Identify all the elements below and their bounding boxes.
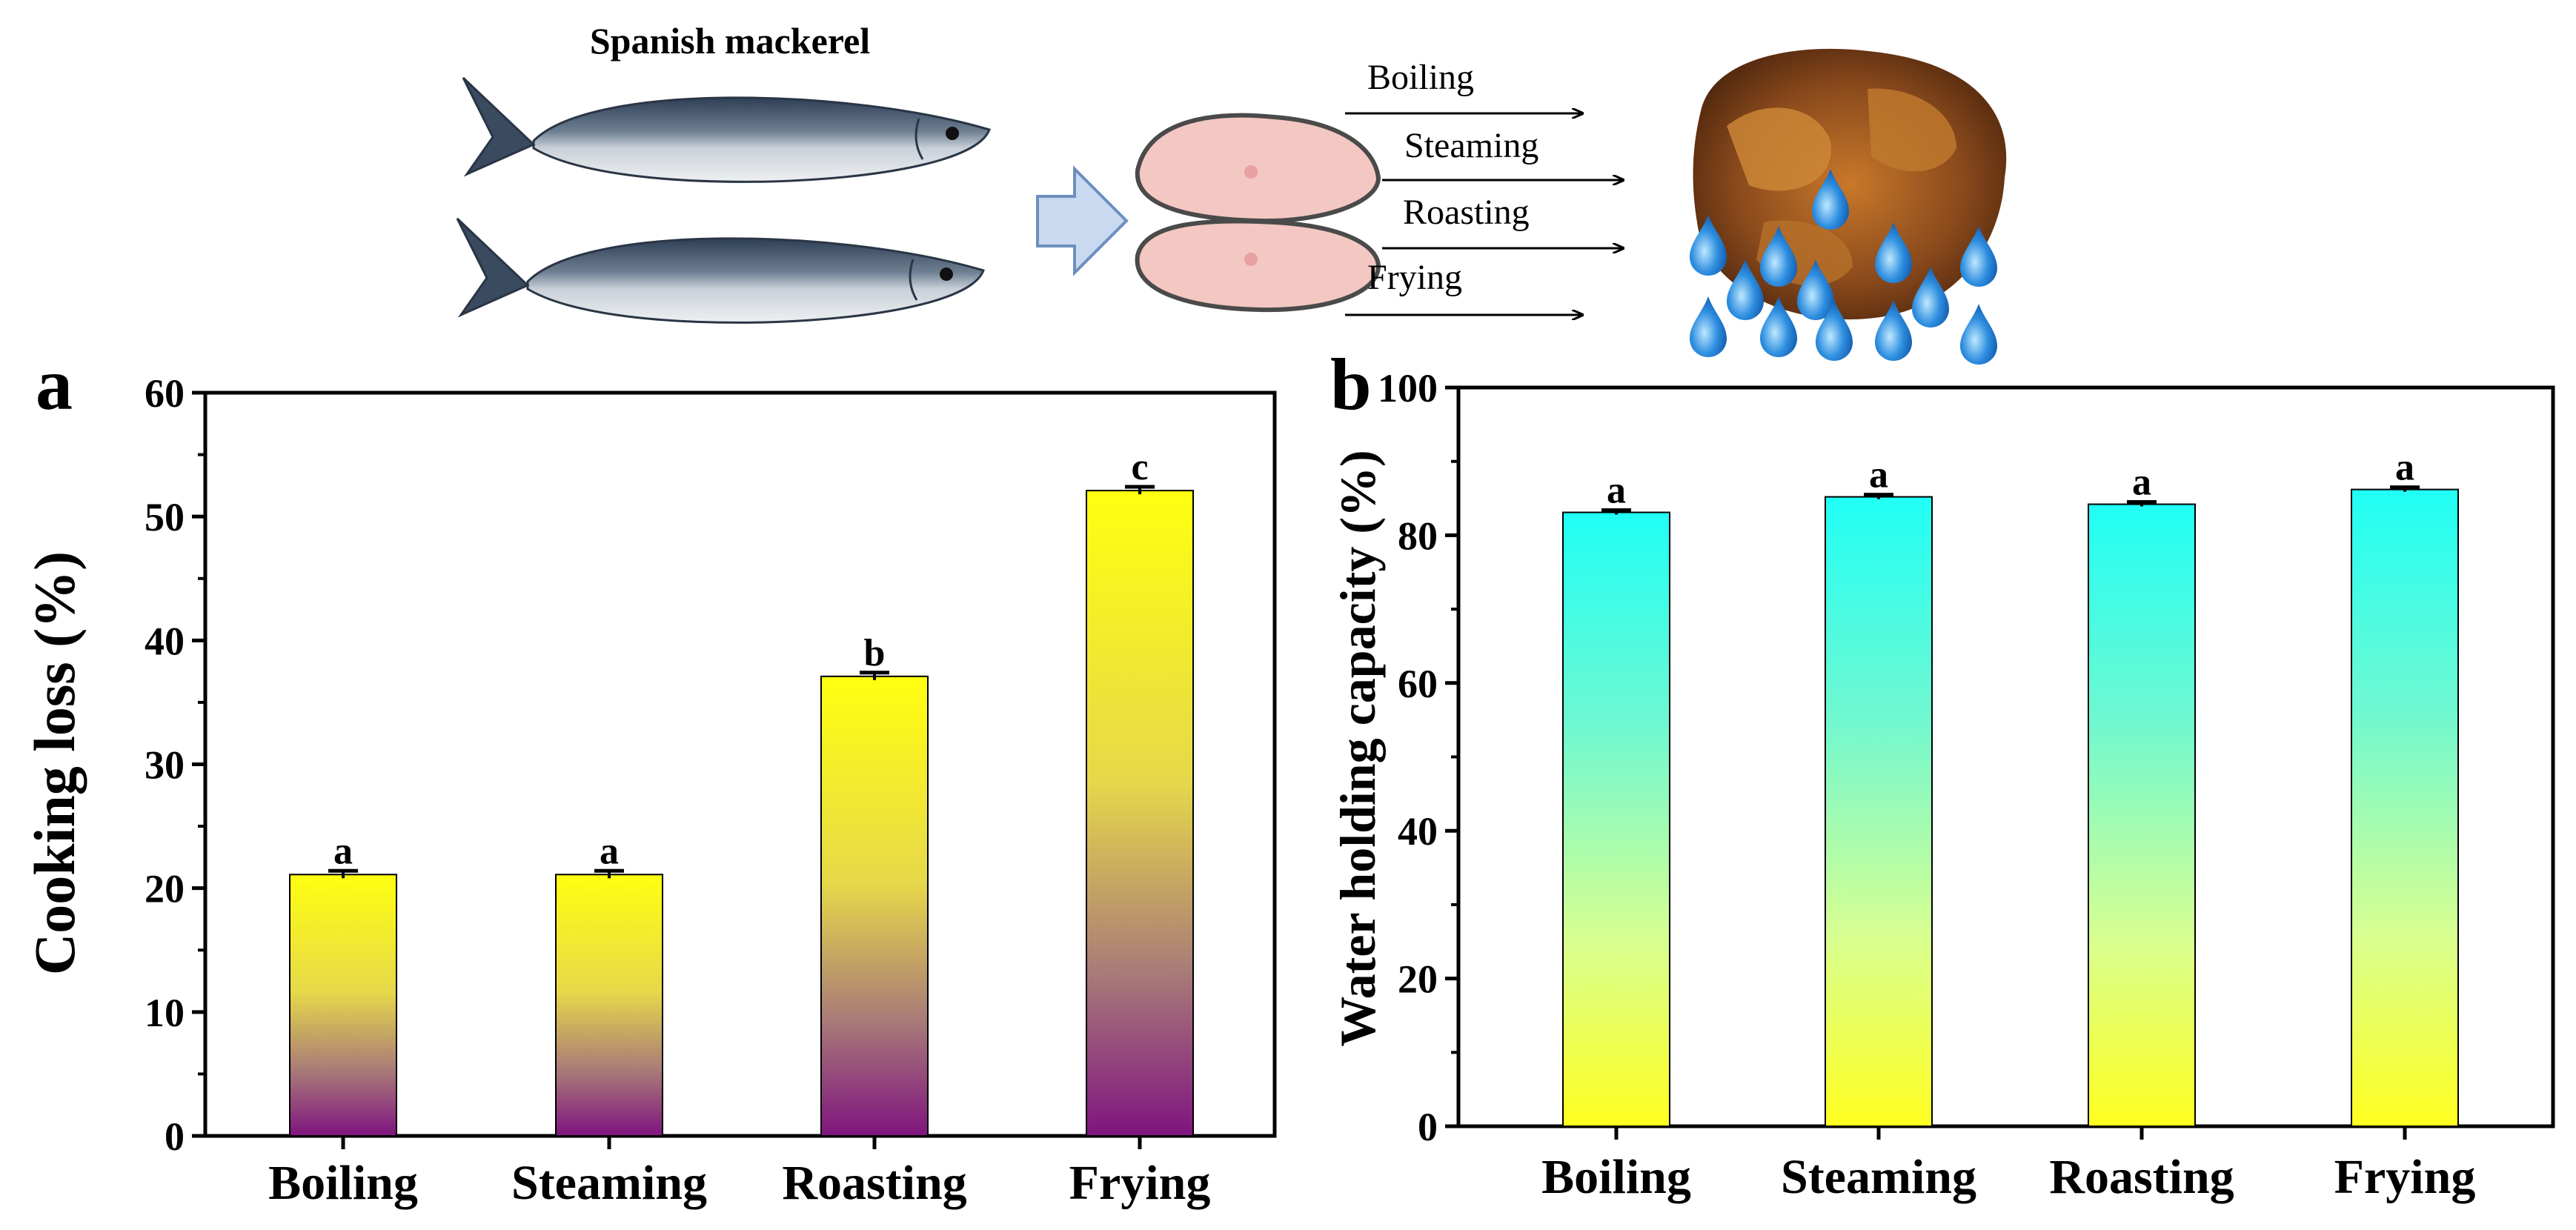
y-tick-label: 20 [1398,957,1438,1002]
significance-letter: a [1607,470,1626,512]
y-tick-label: 40 [1398,809,1438,854]
method-label-boiling: Boiling [1367,58,1474,97]
y-tick-label: 0 [165,1114,185,1159]
y-tick-label: 0 [1418,1105,1438,1149]
x-category-label: Frying [1069,1156,1211,1210]
panel-a-letter: a [36,343,73,425]
bar-roasting [2088,503,2196,1127]
method-label-roasting: Roasting [1403,193,1530,232]
x-category-label: Steaming [1781,1150,1976,1204]
method-label-steaming: Steaming [1404,126,1538,165]
x-category-label: Roasting [782,1156,966,1210]
significance-letter: a [333,830,353,872]
significance-letter: a [600,830,619,872]
significance-letter: b [864,632,886,674]
y-tick-label: 80 [1398,513,1438,558]
bar-boiling [1562,511,1670,1127]
significance-letter: a [2132,462,2151,504]
y-tick-label: 20 [145,867,185,911]
whole-fish-image [456,76,991,324]
y-tick-label: 60 [1398,662,1438,706]
water-drop-icons [1690,169,1997,365]
bar-frying [1086,490,1194,1137]
x-category-label: Boiling [268,1156,418,1210]
significance-letter: a [1869,454,1888,496]
bar-roasting [820,675,929,1137]
cooking-method-arrows: Boiling Steaming Roasting Frying [1345,58,1623,315]
panel-b-y-axis-label: Water holding capacity (%) [1330,450,1386,1046]
block-arrow-icon [1036,165,1129,276]
bar-steaming [1825,496,1933,1127]
y-tick-label: 40 [145,619,185,663]
panel-b-letter: b [1330,343,1372,425]
y-tick-label: 10 [145,991,185,1035]
panel-b-water-holding-chart: b Water holding capacity (%) 0 20 40 60 80 10… [1330,343,2555,1204]
process-illustration: Spanish mackerel Boiling [456,20,2007,365]
method-label-frying: Frying [1367,258,1462,297]
y-tick-label: 100 [1378,366,1438,410]
x-category-label: Frying [2334,1150,2476,1204]
panel-a-cooking-loss-chart: a Cooking loss (%) 0 10 20 30 40 50 60 a Boiling… [22,343,1277,1210]
bar-frying [2351,488,2459,1127]
bar-steaming [555,874,663,1137]
panel-a-y-axis-label: Cooking loss (%) [22,551,87,975]
significance-letter: a [2395,447,2414,489]
x-category-label: Roasting [2049,1150,2234,1204]
bar-boiling [289,874,397,1137]
x-category-label: Steaming [511,1156,707,1210]
y-tick-label: 30 [145,743,185,788]
y-tick-label: 60 [145,371,185,416]
x-category-label: Boiling [1541,1150,1691,1204]
fish-steak-image [1135,113,1381,313]
y-tick-label: 50 [145,495,185,539]
significance-letter: c [1131,446,1148,488]
fish-title: Spanish mackerel [590,20,870,62]
